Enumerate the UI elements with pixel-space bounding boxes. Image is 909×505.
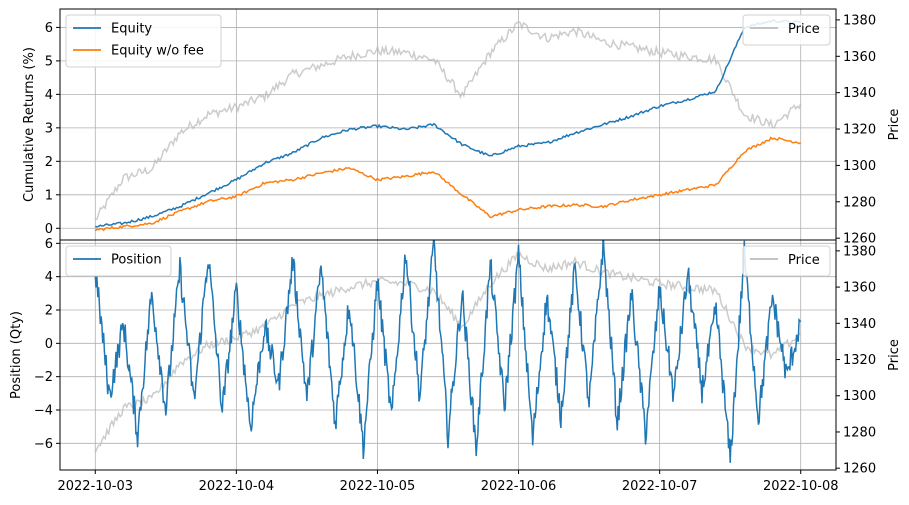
ytick-label: 4 <box>45 88 53 103</box>
xtick-label: 2022-10-06 <box>481 479 557 494</box>
y2tick-label: 1380 <box>843 244 876 259</box>
ytick-label: 1 <box>45 188 53 203</box>
y-axis-label: Position (Qty) <box>9 311 24 399</box>
series-equity-w-o-fee-line <box>94 136 802 232</box>
legend2-box <box>742 245 831 277</box>
ytick-label: 4 <box>45 270 53 285</box>
y2tick-label: 1260 <box>843 462 876 477</box>
legend2-label: Price <box>788 22 820 37</box>
ytick-label: −6 <box>34 437 53 452</box>
ytick-label: 3 <box>45 121 53 136</box>
legend-box <box>65 14 222 68</box>
ytick-label: −2 <box>34 370 53 385</box>
y2tick-label: 1360 <box>843 281 876 296</box>
y2tick-label: 1320 <box>843 353 876 368</box>
xtick-label: 2022-10-07 <box>622 479 698 494</box>
y2tick-label: 1360 <box>843 50 876 65</box>
legend2-label: Price <box>788 253 820 268</box>
y2tick-label: 1280 <box>843 425 876 440</box>
ytick-label: 0 <box>45 337 53 352</box>
xtick-label: 2022-10-08 <box>763 479 839 494</box>
y2-axis-label: Price <box>887 109 902 141</box>
top-panel: 0 1 2 3 4 5 6 1260 1280 1300 1320 1340 1360 1380 Cumul… <box>22 8 902 247</box>
series-price-line <box>94 20 802 221</box>
bottom-panel: −6 −4 −2 0 2 4 6 1260 1280 1300 1320 1340 1360 1380 Po… <box>9 237 902 494</box>
ytick-label: 2 <box>45 304 53 319</box>
ytick-label: 0 <box>45 222 53 237</box>
y2tick-label: 1300 <box>843 159 876 174</box>
legend-label: Equity w/o fee <box>111 44 204 59</box>
series-position-line <box>94 240 802 463</box>
xtick-label: 2022-10-04 <box>199 479 275 494</box>
ytick-label: 2 <box>45 155 53 170</box>
y2-axis-label: Price <box>887 339 902 371</box>
legend2-box <box>742 14 831 46</box>
y2tick-label: 1340 <box>843 86 876 101</box>
y2tick-label: 1340 <box>843 317 876 332</box>
legend-label: Equity <box>111 22 152 37</box>
y2tick-label: 1300 <box>843 389 876 404</box>
ytick-label: 6 <box>45 21 53 36</box>
ytick-label: −4 <box>34 404 53 419</box>
y2tick-label: 1280 <box>843 195 876 210</box>
xtick-label: 2022-10-05 <box>340 479 416 494</box>
ytick-label: 5 <box>45 54 53 69</box>
y2tick-label: 1260 <box>843 232 876 247</box>
y-axis-label: Cumulative Returns (%) <box>22 47 37 202</box>
xtick-label: 2022-10-03 <box>57 479 133 494</box>
legend-label: Position <box>111 253 162 268</box>
series-price-line <box>94 250 801 453</box>
legend-box <box>65 245 172 277</box>
y2tick-label: 1380 <box>843 13 876 28</box>
axes-frame <box>59 239 837 471</box>
y2tick-label: 1320 <box>843 123 876 138</box>
series-equity-line <box>95 19 801 228</box>
ytick-label: 6 <box>45 237 53 252</box>
